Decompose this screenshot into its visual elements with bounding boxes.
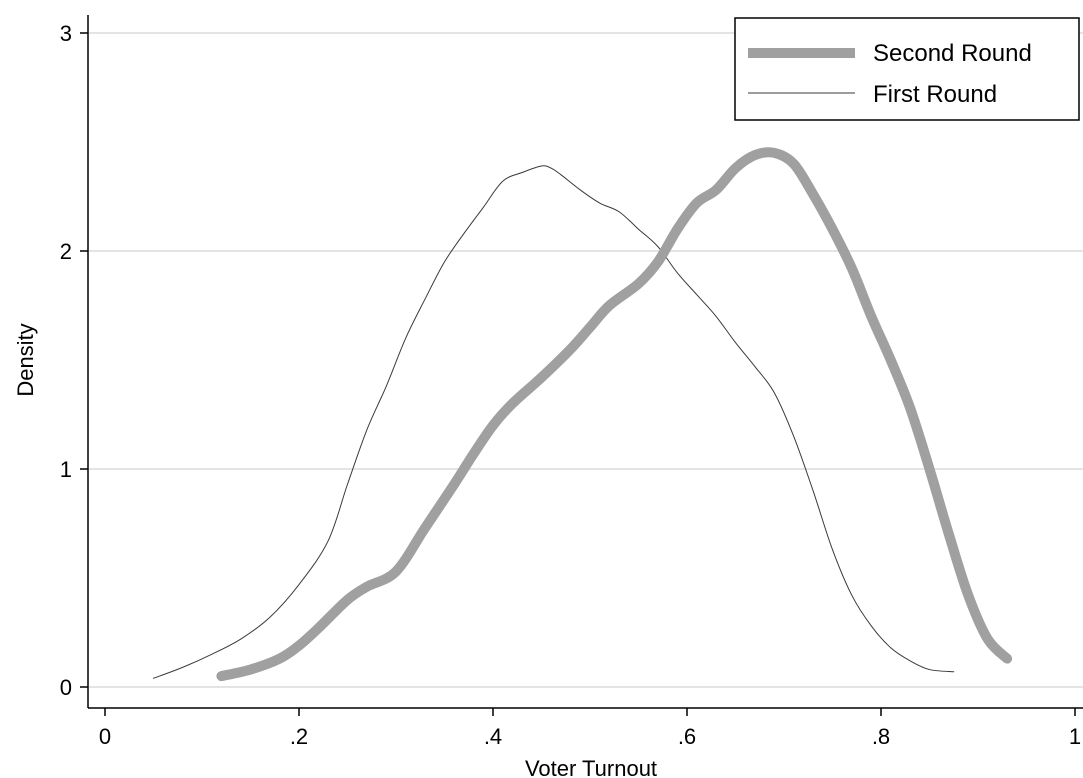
gridlines (89, 32, 1083, 688)
x-tick-label: .2 (290, 724, 308, 749)
x-axis-title: Voter Turnout (525, 756, 657, 778)
series-line-second-round (216, 147, 1013, 682)
axes (87, 15, 1083, 709)
x-tick-label: .4 (484, 724, 502, 749)
y-tick-label: 0 (60, 675, 72, 700)
legend-box (734, 17, 1080, 121)
y-axis-title: Density (13, 323, 38, 396)
x-tick-label: .8 (872, 724, 890, 749)
y-tick-label: 1 (60, 457, 72, 482)
x-tick-label: 0 (99, 724, 111, 749)
legend-label-first-round: First Round (873, 81, 997, 108)
legend-label-second-round: Second Round (873, 40, 1032, 67)
y-tick-label: 2 (60, 239, 72, 264)
series (153, 147, 1013, 682)
ticks: 0 1 2 3 0 .2 .4 .6 .8 1 (60, 21, 1081, 749)
series-line-first-round (153, 165, 955, 679)
x-tick-label: 1 (1069, 724, 1081, 749)
y-tick-label: 3 (60, 21, 72, 46)
x-tick-label: .6 (678, 724, 696, 749)
legend: Second Round First Round (734, 17, 1080, 121)
